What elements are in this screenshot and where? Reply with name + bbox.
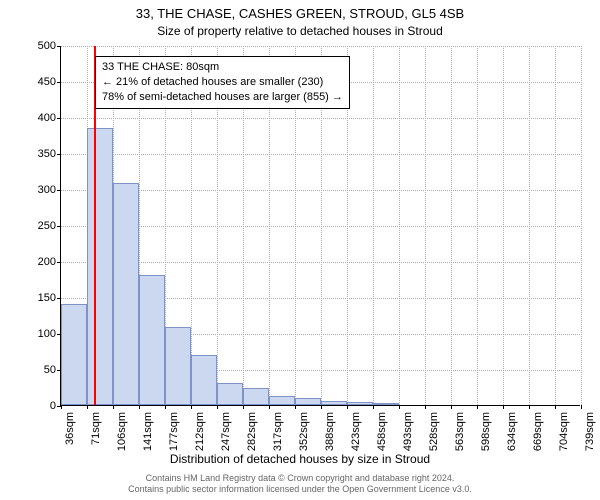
grid-line (529, 46, 530, 405)
y-tick-mark (57, 262, 61, 263)
y-tick-label: 150 (16, 292, 56, 304)
x-tick-label: 352sqm (298, 412, 310, 462)
x-tick-label: 177sqm (168, 412, 180, 462)
y-tick-mark (57, 118, 61, 119)
x-tick-label: 106sqm (116, 412, 128, 462)
y-tick-mark (57, 82, 61, 83)
chart-figure: 33, THE CHASE, CASHES GREEN, STROUD, GL5… (0, 0, 600, 500)
x-tick-label: 528sqm (428, 412, 440, 462)
x-tick-label: 71sqm (90, 412, 102, 462)
plot-area: 33 THE CHASE: 80sqm ← 21% of detached ho… (60, 46, 580, 406)
x-tick-mark (165, 405, 166, 409)
grid-line (503, 46, 504, 405)
x-tick-mark (347, 405, 348, 409)
x-tick-mark (217, 405, 218, 409)
x-tick-mark (139, 405, 140, 409)
y-tick-label: 300 (16, 184, 56, 196)
x-tick-mark (243, 405, 244, 409)
x-tick-label: 634sqm (506, 412, 518, 462)
x-tick-mark (581, 405, 582, 409)
histogram-bar (269, 396, 294, 405)
x-tick-mark (555, 405, 556, 409)
histogram-bar (87, 128, 112, 405)
histogram-bar (165, 327, 190, 405)
x-tick-label: 212sqm (194, 412, 206, 462)
x-tick-mark (503, 405, 504, 409)
x-tick-label: 388sqm (324, 412, 336, 462)
histogram-bar (347, 402, 372, 405)
histogram-bar (373, 403, 398, 405)
x-tick-label: 36sqm (64, 412, 76, 462)
y-tick-mark (57, 226, 61, 227)
footer-line-2: Contains public sector information licen… (0, 484, 600, 496)
chart-title: 33, THE CHASE, CASHES GREEN, STROUD, GL5… (0, 6, 600, 21)
grid-line (477, 46, 478, 405)
histogram-bar (217, 383, 242, 405)
x-tick-mark (61, 405, 62, 409)
x-tick-mark (477, 405, 478, 409)
histogram-bar (139, 275, 164, 405)
x-tick-mark (191, 405, 192, 409)
histogram-bar (113, 183, 138, 405)
y-tick-label: 500 (16, 40, 56, 52)
histogram-bar (61, 304, 86, 405)
annotation-line-1: 33 THE CHASE: 80sqm (102, 60, 343, 75)
y-tick-label: 400 (16, 112, 56, 124)
grid-line (581, 46, 582, 405)
footer-attribution: Contains HM Land Registry data © Crown c… (0, 473, 600, 496)
histogram-bar (321, 401, 346, 405)
y-tick-label: 200 (16, 256, 56, 268)
x-tick-mark (113, 405, 114, 409)
histogram-bar (243, 388, 268, 405)
chart-subtitle: Size of property relative to detached ho… (0, 24, 600, 38)
grid-line (555, 46, 556, 405)
x-tick-mark (295, 405, 296, 409)
y-tick-label: 450 (16, 76, 56, 88)
x-tick-label: 704sqm (558, 412, 570, 462)
x-tick-mark (269, 405, 270, 409)
x-tick-label: 247sqm (220, 412, 232, 462)
y-tick-label: 350 (16, 148, 56, 160)
x-tick-label: 563sqm (454, 412, 466, 462)
footer-line-1: Contains HM Land Registry data © Crown c… (0, 473, 600, 485)
x-tick-mark (321, 405, 322, 409)
y-tick-label: 50 (16, 364, 56, 376)
x-tick-label: 669sqm (532, 412, 544, 462)
annotation-box: 33 THE CHASE: 80sqm ← 21% of detached ho… (95, 56, 350, 109)
x-tick-mark (451, 405, 452, 409)
grid-line (373, 46, 374, 405)
y-tick-label: 100 (16, 328, 56, 340)
grid-line (451, 46, 452, 405)
x-tick-mark (87, 405, 88, 409)
y-tick-mark (57, 46, 61, 47)
x-tick-label: 423sqm (350, 412, 362, 462)
x-tick-mark (425, 405, 426, 409)
grid-line (399, 46, 400, 405)
y-axis-label-container: Number of detached properties (8, 0, 22, 500)
grid-line (425, 46, 426, 405)
y-tick-mark (57, 154, 61, 155)
y-tick-label: 250 (16, 220, 56, 232)
y-tick-label: 0 (16, 400, 56, 412)
x-tick-mark (529, 405, 530, 409)
histogram-bar (295, 398, 320, 405)
y-tick-mark (57, 190, 61, 191)
x-tick-label: 739sqm (584, 412, 596, 462)
x-tick-mark (373, 405, 374, 409)
histogram-bar (191, 355, 216, 405)
y-tick-mark (57, 298, 61, 299)
x-tick-label: 458sqm (376, 412, 388, 462)
x-tick-label: 282sqm (246, 412, 258, 462)
x-tick-label: 598sqm (480, 412, 492, 462)
x-tick-label: 317sqm (272, 412, 284, 462)
x-tick-label: 493sqm (402, 412, 414, 462)
x-tick-label: 141sqm (142, 412, 154, 462)
annotation-line-2: ← 21% of detached houses are smaller (23… (102, 75, 343, 90)
x-tick-mark (399, 405, 400, 409)
annotation-line-3: 78% of semi-detached houses are larger (… (102, 90, 343, 105)
